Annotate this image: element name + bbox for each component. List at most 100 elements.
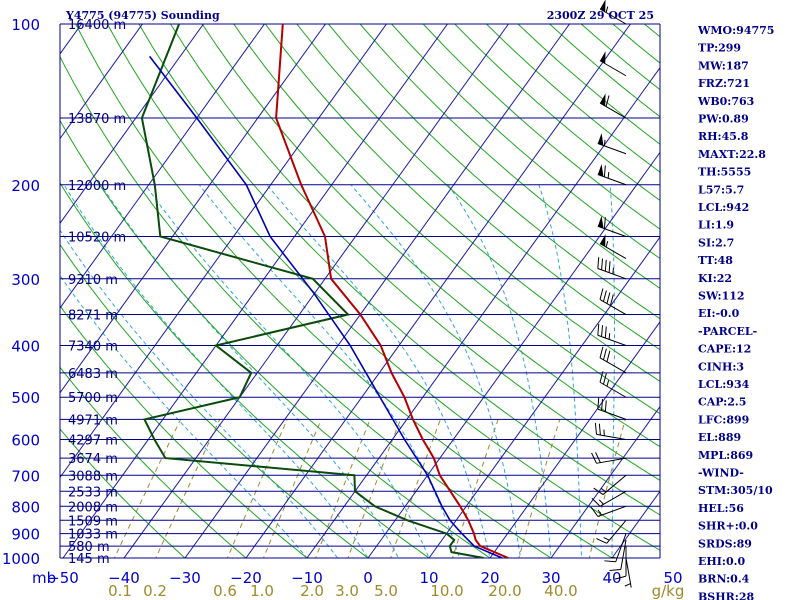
wind-barb-staff xyxy=(615,533,627,562)
wind-barb-feather xyxy=(593,487,604,495)
wind-barb xyxy=(597,133,627,155)
isotherm-line xyxy=(60,24,326,394)
wind-barb xyxy=(614,546,627,580)
sounding-index-item: WMO:94775 xyxy=(697,24,774,37)
wind-barb xyxy=(594,422,627,441)
temperature-tick-label: −20 xyxy=(230,569,262,587)
pressure-tick-label: 500 xyxy=(11,389,40,407)
wind-barb-half-feather xyxy=(605,6,609,13)
isotherm-line xyxy=(60,24,265,309)
sounding-index-item: PW:0.89 xyxy=(698,113,749,126)
wind-barb xyxy=(599,93,627,119)
wind-barb-feather xyxy=(599,288,604,300)
mixing-ratio-tick-label: 5.0 xyxy=(374,582,398,600)
height-label: 16400 m xyxy=(68,18,126,33)
height-label: 580 m xyxy=(68,540,110,555)
wind-barb-pennant xyxy=(600,51,606,64)
moist-adiabat-line xyxy=(144,184,430,558)
wind-barb-feather xyxy=(602,290,607,302)
wind-barb xyxy=(597,164,627,186)
pressure-tick-label: 900 xyxy=(11,526,40,544)
wind-barb-staff xyxy=(599,299,627,315)
wind-barb-half-feather xyxy=(603,139,606,146)
sounding-index-item: EHI:0.0 xyxy=(698,555,745,568)
pressure-tick-label: 400 xyxy=(11,338,40,356)
sounding-index-item: EL:889 xyxy=(698,431,741,444)
wind-barb-feather xyxy=(596,538,607,544)
isotherm-line xyxy=(489,321,660,558)
sounding-index-item: TP:299 xyxy=(698,42,741,55)
sounding-index-item: HEL:56 xyxy=(698,502,744,515)
height-label: 1509 m xyxy=(68,514,118,529)
isotherm-line xyxy=(306,66,660,558)
wind-barb-feather xyxy=(608,261,611,273)
isotherm-line xyxy=(550,405,660,558)
sounding-index-item: MPL:869 xyxy=(698,449,753,462)
sounding-index-item: LCL:934 xyxy=(698,378,750,391)
wind-barb-feather xyxy=(601,325,604,337)
isotherm-line xyxy=(184,24,570,558)
wind-barb-feather xyxy=(591,497,601,507)
wind-barb-pennant xyxy=(600,0,606,12)
wind-barb xyxy=(591,452,627,464)
height-label: 145 m xyxy=(68,552,110,567)
wind-barb-feather xyxy=(603,217,606,229)
wind-barb xyxy=(593,474,627,495)
wind-barb-half-feather xyxy=(598,499,604,505)
sounding-index-item: MAXT:22.8 xyxy=(698,148,766,161)
pressure-tick-label: 200 xyxy=(11,177,40,195)
height-label: 12000 m xyxy=(68,179,126,194)
height-label: 4297 m xyxy=(68,434,118,449)
pressure-unit-label: mb xyxy=(32,569,56,587)
mixing-ratio-tick-label: 40.0 xyxy=(544,582,577,600)
temperature-tick-label: 50 xyxy=(663,569,682,587)
wind-barb-half-feather xyxy=(597,509,602,516)
mixing-ratio-tick-label: 1.0 xyxy=(250,582,274,600)
wind-barb-feather xyxy=(595,452,601,463)
wind-barb xyxy=(599,346,627,374)
sounding-index-item: LI:1.9 xyxy=(698,219,734,232)
wind-barb-feather xyxy=(591,452,597,464)
wind-barb-feather xyxy=(597,257,600,269)
sounding-index-item: -PARCEL- xyxy=(698,325,757,338)
wind-barb-feather xyxy=(609,294,614,306)
sounding-index-item: WB0:763 xyxy=(697,95,754,108)
wind-barb xyxy=(597,397,627,420)
sounding-index-item: CAPE:12 xyxy=(698,343,751,356)
wind-barb-feather xyxy=(598,423,601,436)
wind-barb xyxy=(599,51,627,77)
moist-adiabats xyxy=(60,184,615,558)
wind-barb-staff xyxy=(606,519,627,544)
temperature-tick-label: −30 xyxy=(169,569,201,587)
wind-barb-staff xyxy=(625,557,632,588)
pressure-tick-label: 100 xyxy=(11,16,40,34)
pressure-tick-label: 300 xyxy=(11,271,40,289)
pressure-labels: 100 200 300 400 500 600 700 800 900 1000 xyxy=(2,16,40,568)
moist-adiabat-line xyxy=(198,184,461,558)
height-label: 2008 m xyxy=(68,500,118,515)
dry-adiabat-line xyxy=(60,305,308,558)
wind-barb xyxy=(599,0,627,25)
wind-barb xyxy=(599,371,627,398)
wind-barb xyxy=(624,557,632,588)
isotherms xyxy=(60,24,660,558)
temperature-tick-label: 20 xyxy=(480,569,499,587)
wind-barb xyxy=(590,505,627,517)
wind-barb-half-feather xyxy=(624,583,631,587)
mixing-ratio-tick-label: 0.1 xyxy=(108,582,132,600)
height-label: 4971 m xyxy=(68,413,118,428)
wind-barb-feather xyxy=(597,323,600,336)
temperature-tick-label: −40 xyxy=(108,569,140,587)
wind-barb xyxy=(609,539,627,572)
height-label: 2533 m xyxy=(68,485,118,500)
wind-barb-pennant xyxy=(597,164,604,177)
sounding-index-item: TH:5555 xyxy=(698,166,751,179)
wind-barb-half-feather xyxy=(600,487,607,493)
mixing-ratio-line xyxy=(226,419,288,558)
wind-barb xyxy=(596,519,627,544)
sounding-indices: WMO:94775 TP:299 MW:187 FRZ:721 WB0:763 PW:0.… xyxy=(697,24,774,600)
height-label: 1033 m xyxy=(68,528,118,543)
mixing-ratio-tick-label: 3.0 xyxy=(335,582,359,600)
